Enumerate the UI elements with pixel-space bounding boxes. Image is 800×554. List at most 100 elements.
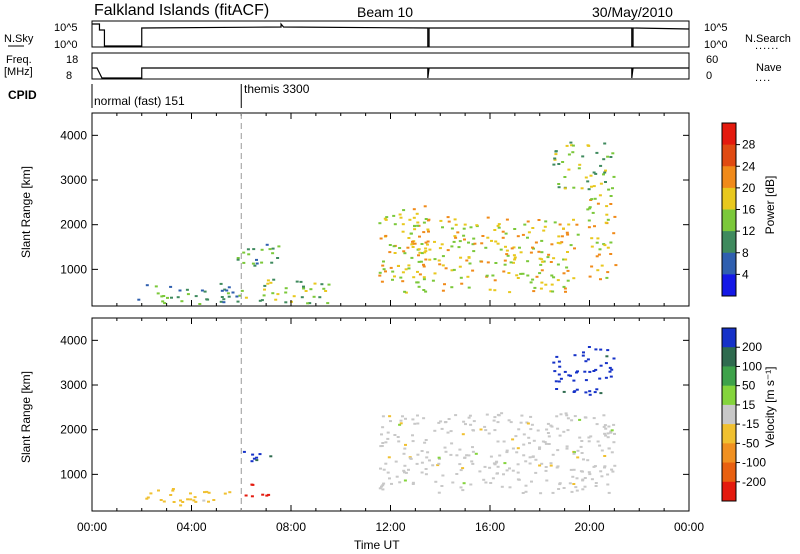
power-data-point	[276, 293, 280, 296]
power-data-point	[402, 250, 406, 253]
power-data-point	[588, 206, 592, 209]
power-data-point	[565, 266, 569, 269]
power-data-point	[263, 284, 267, 287]
velocity-data-point	[603, 465, 607, 468]
velocity-data-point	[472, 429, 475, 432]
power-data-point	[415, 281, 419, 284]
velocity-data-point	[431, 464, 435, 467]
velocity-data-point	[522, 454, 526, 457]
power-data-point	[540, 281, 544, 284]
velocity-data-point	[493, 416, 497, 419]
power-data-point	[439, 219, 443, 222]
power-colorbar-segment	[722, 187, 736, 210]
power-data-point	[463, 223, 467, 226]
nsky-label: N.Sky	[4, 33, 34, 45]
power-data-point	[403, 252, 407, 255]
nave-tick-bottom: 0	[706, 70, 713, 82]
velocity-data-point	[181, 501, 185, 503]
velocity-data-point	[545, 479, 549, 482]
velocity-data-point	[454, 414, 458, 417]
velocity-data-point	[583, 370, 587, 373]
velocity-data-point	[250, 483, 254, 486]
velocity-data-point	[604, 427, 608, 430]
power-data-point	[284, 291, 288, 294]
velocity-data-point	[570, 419, 574, 422]
power-data-point	[590, 198, 594, 201]
velocity-data-point	[572, 452, 576, 455]
power-data-point	[542, 260, 546, 263]
velocity-data-point	[600, 475, 604, 478]
power-data-point	[519, 251, 523, 254]
power-data-point	[422, 221, 426, 224]
power-data-point	[418, 251, 422, 254]
velocity-data-point	[576, 449, 580, 452]
power-data-point	[401, 280, 405, 283]
power-data-point	[596, 202, 600, 205]
velocity-ytick-label: 3000	[60, 378, 87, 392]
power-data-point	[242, 251, 246, 254]
velocity-data-point	[462, 420, 466, 423]
power-data-point	[398, 213, 402, 216]
power-data-point	[493, 289, 497, 292]
velocity-data-point	[496, 421, 500, 424]
velocity-data-point	[179, 499, 182, 502]
velocity-data-point	[186, 498, 190, 501]
power-colorbar-segment	[722, 274, 736, 297]
velocity-data-point	[538, 446, 542, 449]
power-data-point	[590, 237, 594, 240]
velocity-data-point	[444, 421, 448, 423]
power-data-point	[428, 248, 432, 251]
velocity-data-point	[588, 370, 592, 373]
velocity-data-point	[496, 472, 499, 475]
velocity-data-point	[382, 468, 386, 471]
power-data-point	[302, 285, 305, 288]
power-data-point	[611, 152, 615, 155]
power-data-point	[558, 223, 562, 226]
power-data-point	[595, 255, 599, 258]
power-data-point	[569, 141, 573, 144]
power-data-point	[544, 220, 548, 223]
velocity-data-point	[529, 428, 533, 431]
power-ytick-label: 4000	[60, 128, 87, 142]
power-data-point	[227, 286, 231, 289]
velocity-data-point	[398, 481, 402, 484]
power-data-point	[505, 218, 509, 221]
nsearch-tick-top: 10^5	[704, 22, 728, 34]
velocity-data-point	[534, 458, 538, 461]
power-data-point	[244, 296, 248, 299]
power-data-point	[433, 272, 437, 275]
velocity-data-point	[205, 490, 209, 493]
power-data-point	[378, 222, 382, 225]
velocity-data-point	[516, 471, 520, 474]
power-data-point	[391, 278, 394, 281]
power-ytick-label: 1000	[60, 262, 87, 276]
velocity-data-point	[604, 362, 608, 365]
power-data-point	[563, 287, 567, 290]
power-data-point	[460, 282, 464, 285]
velocity-data-point	[471, 450, 475, 453]
power-data-point	[516, 235, 520, 238]
velocity-data-point	[570, 490, 574, 493]
power-data-point	[526, 236, 529, 239]
velocity-data-point	[424, 473, 428, 476]
power-data-point	[462, 227, 466, 230]
power-data-point	[300, 296, 304, 299]
velocity-data-point	[511, 469, 515, 472]
power-data-point	[531, 246, 534, 249]
power-data-point	[450, 269, 454, 272]
power-data-point	[603, 171, 607, 174]
velocity-data-point	[522, 443, 526, 446]
power-data-point	[424, 258, 428, 261]
velocity-data-point	[493, 429, 497, 432]
power-data-point	[493, 279, 497, 282]
power-data-point	[563, 176, 567, 178]
velocity-data-point	[588, 393, 592, 396]
power-data-point	[396, 264, 400, 267]
velocity-data-point	[573, 354, 577, 357]
velocity-data-point	[386, 431, 390, 434]
power-data-point	[413, 242, 417, 245]
velocity-data-point	[603, 424, 607, 427]
velocity-data-point	[171, 488, 175, 490]
power-data-point	[413, 228, 417, 231]
power-data-point	[550, 243, 554, 246]
